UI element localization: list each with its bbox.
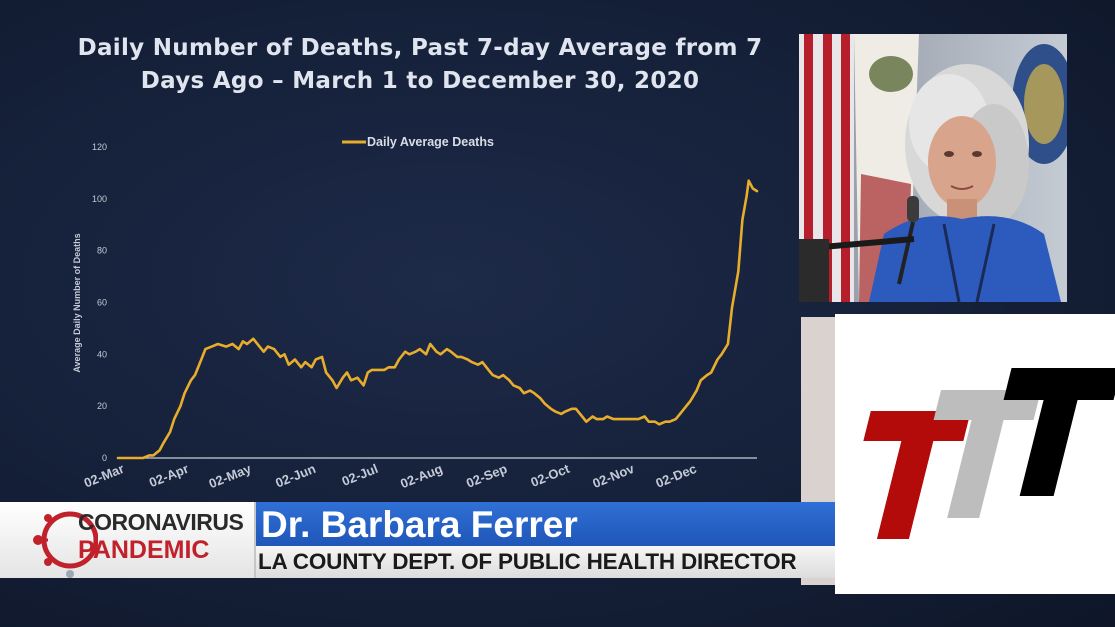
legend-label: Daily Average Deaths	[367, 135, 494, 149]
x-tick-label: 02-Oct	[528, 461, 572, 490]
y-tick-label: 20	[97, 401, 107, 411]
lower-third-title-bar	[256, 546, 835, 578]
y-tick-label: 40	[97, 349, 107, 359]
speaker-video-feed	[799, 34, 1067, 302]
x-tick-label: 02-Dec	[653, 461, 698, 491]
speaker-name: Dr. Barbara Ferrer	[261, 504, 578, 545]
chart-legend: Daily Average Deaths	[342, 135, 494, 149]
x-tick-label: 02-Apr	[147, 461, 191, 490]
x-tick-label: 02-Sep	[464, 461, 509, 491]
x-tick-label: 02-Mar	[82, 461, 126, 491]
x-tick-label: 02-Aug	[398, 461, 445, 491]
speaker-portrait-image	[799, 34, 1067, 302]
brand-text-coronavirus: CORONAVIRUS	[78, 509, 244, 535]
y-tick-label: 0	[102, 453, 107, 463]
y-tick-label: 80	[97, 246, 107, 256]
virus-icon	[33, 511, 98, 578]
channel-logo-panel	[835, 314, 1115, 594]
x-tick-label: 02-May	[207, 461, 254, 492]
speaker-title: LA COUNTY DEPT. OF PUBLIC HEALTH DIRECTO…	[258, 549, 797, 574]
x-tick-label: 02-Jul	[340, 461, 380, 489]
y-tick-label: 60	[97, 298, 107, 308]
x-tick-label: 02-Nov	[590, 461, 637, 491]
chart-series	[116, 179, 759, 460]
brand-text-pandemic: PANDEMIC	[78, 536, 210, 564]
y-tick-label: 120	[92, 142, 107, 152]
y-axis-label: Average Daily Number of Deaths	[72, 233, 82, 372]
lower-third-brand-block	[0, 502, 257, 578]
chart-title: Daily Number of Deaths, Past 7-day Avera…	[77, 35, 763, 94]
microphone-icon	[799, 196, 919, 302]
lower-third-name-bar	[256, 502, 835, 546]
y-tick-label: 100	[92, 194, 107, 204]
channel-logo-image	[863, 368, 1115, 539]
series-line-daily-average-deaths	[116, 179, 759, 460]
x-tick-label: 02-Jun	[273, 461, 318, 491]
